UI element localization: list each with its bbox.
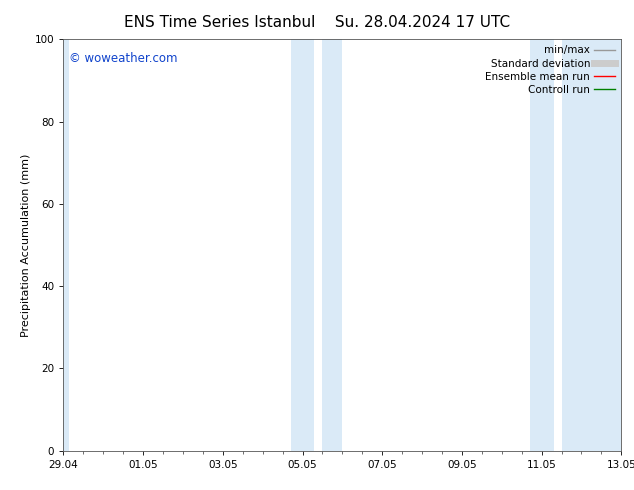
Bar (290, 39, 314, 451)
Bar (529, 39, 553, 451)
Legend: min/max, Standard deviation, Ensemble mean run, Controll run: min/max, Standard deviation, Ensemble me… (481, 41, 619, 99)
Y-axis label: Precipitation Accumulation (mm): Precipitation Accumulation (mm) (20, 153, 30, 337)
Bar (562, 39, 623, 451)
Text: ENS Time Series Istanbul    Su. 28.04.2024 17 UTC: ENS Time Series Istanbul Su. 28.04.2024 … (124, 15, 510, 30)
Bar (323, 39, 342, 451)
Bar (61, 39, 69, 451)
Text: © woweather.com: © woweather.com (69, 51, 178, 65)
